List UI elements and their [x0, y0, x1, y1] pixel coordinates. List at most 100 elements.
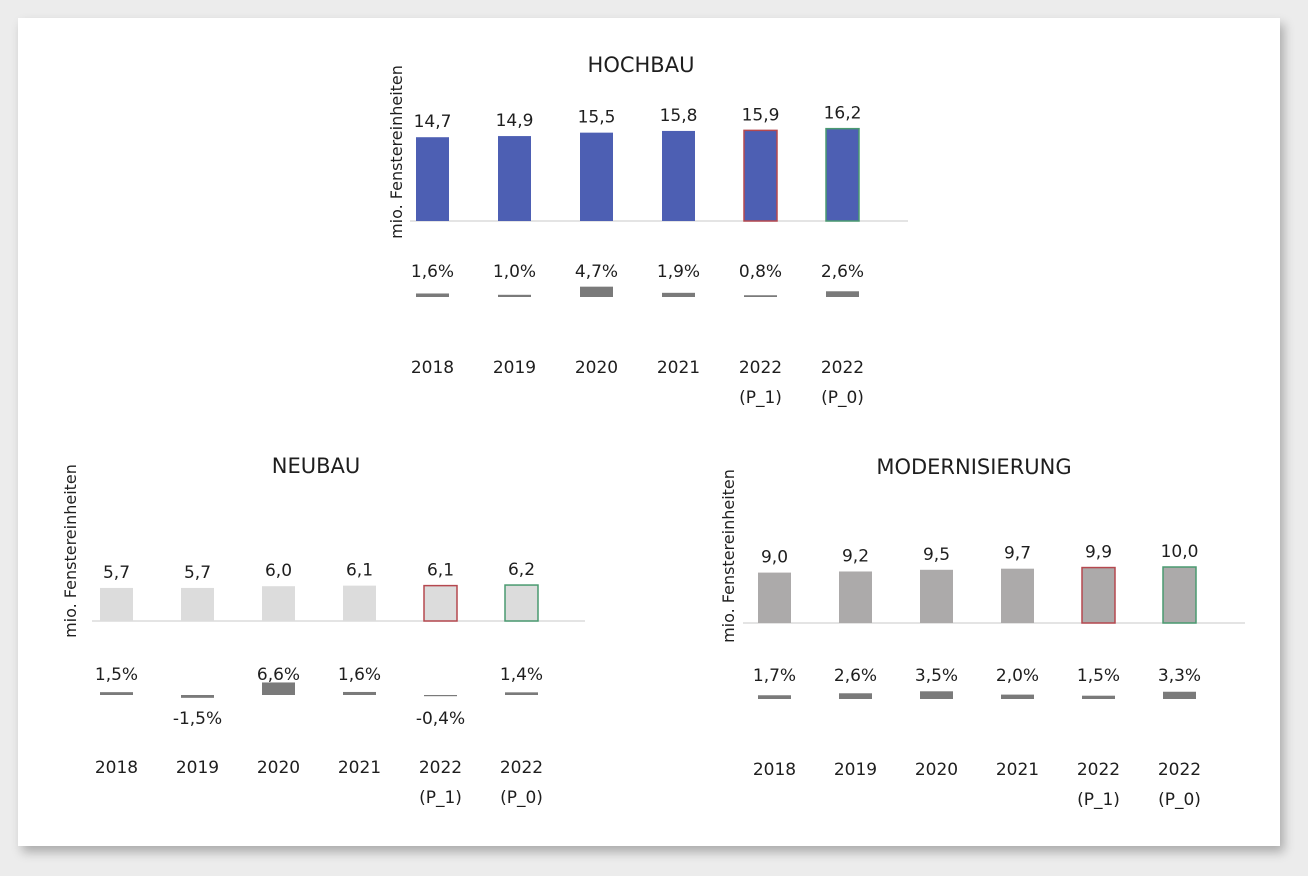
growth-bar [744, 295, 777, 297]
growth-label: 2,6% [834, 666, 877, 686]
data-label: 15,9 [742, 105, 780, 125]
chart-title: HOCHBAU [588, 53, 695, 77]
tick-label: 2019 [834, 760, 877, 780]
tick-label: 2018 [753, 760, 796, 780]
growth-label: 3,5% [915, 666, 958, 686]
bar [1001, 568, 1034, 623]
tick-label: 2020 [915, 760, 958, 780]
data-label: 10,0 [1161, 542, 1199, 562]
tick-label: 2022 [419, 758, 462, 778]
tick-label: 2019 [176, 758, 219, 778]
growth-bar [758, 695, 791, 699]
growth-bar [1001, 694, 1034, 699]
figure-card [18, 18, 1280, 846]
data-label: 15,8 [660, 106, 698, 126]
tick-label: 2018 [95, 758, 138, 778]
chart-title: NEUBAU [272, 454, 361, 478]
growth-label: 2,6% [821, 262, 864, 282]
tick-label: (P_0) [1158, 790, 1201, 810]
tick-label: 2022 [821, 358, 864, 378]
bar [580, 132, 613, 221]
growth-label: 2,0% [996, 666, 1039, 686]
data-label: 16,2 [824, 104, 862, 124]
bar [743, 129, 778, 222]
growth-label: 1,6% [411, 262, 454, 282]
bar [920, 569, 953, 623]
bar [825, 127, 860, 222]
chart-hochbau: HOCHBAU mio. Fenstereinheiten 14,7 1,6% 2018… [387, 53, 908, 408]
growth-label: 1,5% [1077, 666, 1120, 686]
tick-label: (P_1) [419, 788, 462, 808]
tick-label: 2019 [493, 358, 536, 378]
bar [262, 586, 295, 621]
data-label: 6,1 [346, 561, 373, 581]
growth-bar [1163, 691, 1196, 699]
bar [423, 584, 458, 622]
bar [504, 584, 539, 622]
y-axis-label: mio. Fenstereinheiten [387, 65, 406, 239]
growth-bar [181, 695, 214, 698]
growth-label: 6,6% [257, 665, 300, 685]
tick-label: 2018 [411, 358, 454, 378]
growth-bar [416, 293, 449, 297]
tick-label: 2022 [500, 758, 543, 778]
growth-label: -1,5% [173, 709, 222, 729]
growth-label: 1,5% [95, 665, 138, 685]
tick-label: 2021 [338, 758, 381, 778]
bar [1081, 566, 1116, 624]
chart-modernisierung: MODERNISIERUNG mio. Fenstereinheiten 9,0 1,… [719, 455, 1245, 810]
growth-bar [826, 291, 859, 297]
bar [839, 571, 872, 623]
growth-bar [662, 292, 695, 297]
growth-bar [100, 692, 133, 695]
bar [758, 572, 791, 623]
growth-bar [1082, 695, 1115, 699]
tick-label: (P_0) [821, 388, 864, 408]
growth-label: -0,4% [416, 709, 465, 729]
bar [181, 587, 214, 621]
data-label: 5,7 [184, 563, 211, 583]
growth-bar [262, 682, 295, 695]
data-label: 9,5 [923, 545, 950, 565]
data-label: 9,0 [761, 548, 788, 568]
growth-label: 4,7% [575, 262, 618, 282]
tick-label: (P_0) [500, 788, 543, 808]
growth-label: 1,6% [338, 665, 381, 685]
bar [1162, 566, 1197, 624]
data-label: 6,2 [508, 560, 535, 580]
data-label: 14,9 [496, 111, 534, 131]
growth-label: 1,0% [493, 262, 536, 282]
growth-label: 3,3% [1158, 666, 1201, 686]
tick-label: (P_1) [739, 388, 782, 408]
tick-label: 2022 [739, 358, 782, 378]
chart-neubau: NEUBAU mio. Fenstereinheiten 5,7 1,5% 2018 5,… [61, 454, 585, 808]
growth-bar [920, 691, 953, 699]
growth-label: 1,7% [753, 666, 796, 686]
data-label: 9,2 [842, 546, 869, 566]
tick-label: 2022 [1158, 760, 1201, 780]
tick-label: 2022 [1077, 760, 1120, 780]
data-label: 15,5 [578, 108, 616, 128]
growth-bar [580, 286, 613, 297]
bar [343, 585, 376, 621]
bar [100, 587, 133, 621]
growth-label: 0,8% [739, 262, 782, 282]
tick-label: 2020 [257, 758, 300, 778]
growth-bar [505, 692, 538, 695]
growth-label: 1,4% [500, 665, 543, 685]
bar [416, 137, 449, 221]
growth-bar [343, 691, 376, 695]
tick-label: 2021 [657, 358, 700, 378]
tick-label: (P_1) [1077, 790, 1120, 810]
data-label: 9,7 [1004, 544, 1031, 564]
growth-bar [424, 695, 457, 697]
growth-bar [839, 693, 872, 699]
data-label: 6,1 [427, 561, 454, 581]
chart-title: MODERNISIERUNG [876, 455, 1071, 479]
tick-label: 2020 [575, 358, 618, 378]
tick-label: 2021 [996, 760, 1039, 780]
data-label: 6,0 [265, 561, 292, 581]
growth-bar [498, 294, 531, 297]
data-label: 9,9 [1085, 543, 1112, 563]
